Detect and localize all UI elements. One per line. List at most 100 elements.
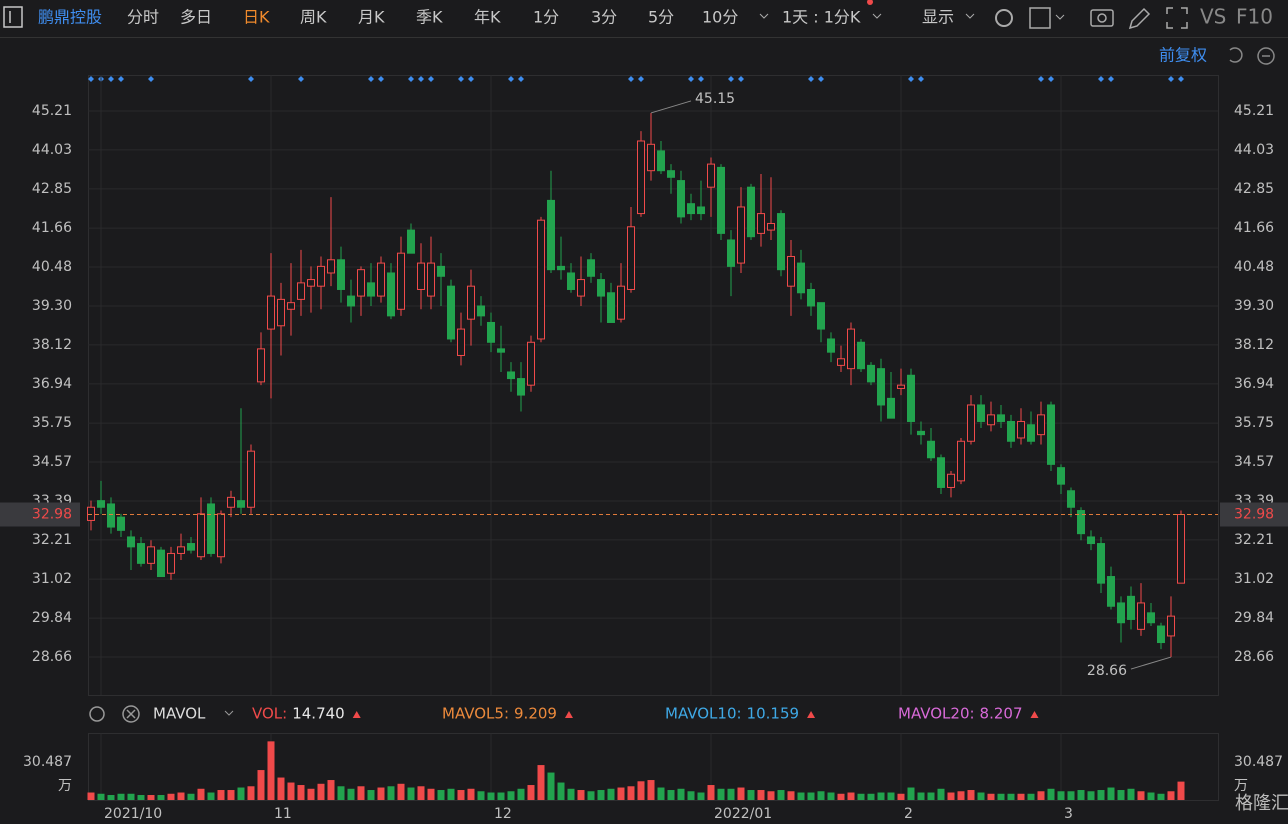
tab[interactable]: 3分 (591, 8, 617, 27)
volume-bar (317, 783, 325, 800)
tab[interactable]: 分时 (127, 8, 159, 27)
tab[interactable]: 10分 (702, 8, 738, 27)
candle-body (467, 285, 475, 320)
candle-body (157, 549, 165, 578)
reset-icon[interactable] (1229, 47, 1243, 63)
volume-bar (147, 795, 155, 800)
draw-icon[interactable] (1128, 7, 1151, 30)
candle-body (207, 503, 215, 554)
volume-bar (707, 785, 715, 800)
candle-body (707, 163, 715, 188)
tab[interactable]: 月K (358, 8, 385, 27)
price-tag-bg (0, 502, 80, 527)
candle-body (617, 285, 625, 320)
volume-bar (647, 780, 655, 800)
stock-name[interactable]: 鹏鼎控股 (38, 8, 102, 27)
y-tick-label: 41.66 (32, 220, 72, 236)
volume-unit: 万 (58, 778, 72, 794)
settings-icon[interactable] (89, 706, 105, 722)
volume-bar (1077, 790, 1085, 800)
candle-body (267, 295, 275, 330)
period[interactable]: 1天 : 1分K (782, 8, 861, 27)
candle-body (927, 440, 935, 459)
y-tick-label: 29.84 (32, 610, 72, 626)
settings-icon[interactable] (995, 9, 1013, 27)
candle-body (457, 328, 465, 356)
volume-bar (547, 772, 555, 800)
volume-unit-right: 万 (1234, 778, 1248, 794)
event-marker (818, 76, 824, 82)
vs[interactable]: VS (1200, 5, 1226, 29)
volume-bar (407, 787, 415, 800)
candle-body (977, 404, 985, 422)
menu-icon[interactable] (3, 6, 23, 28)
volume-bar (977, 792, 985, 800)
candle-body (637, 140, 645, 215)
volume-tick-label-right: 30.487 (1234, 754, 1283, 770)
candle-body (217, 513, 225, 558)
y-tick-label: 42.85 (32, 181, 72, 197)
tab[interactable]: 季K (416, 8, 443, 27)
legend-value: 10.159 (747, 705, 800, 723)
tab[interactable]: 1分 (533, 8, 559, 27)
adjust[interactable]: 前复权 (1159, 46, 1207, 65)
tab[interactable]: 日K (243, 8, 270, 27)
volume-bar (1127, 788, 1135, 800)
legend-name: MAVOL5: (442, 705, 509, 723)
candle-body (147, 546, 155, 564)
event-marker (1048, 76, 1054, 82)
candle-body (757, 213, 765, 234)
volume-bar (1067, 791, 1075, 800)
volume-bar (157, 795, 165, 800)
volume-bar (227, 790, 235, 800)
volume-bar (897, 793, 905, 800)
layout-icon[interactable] (1029, 7, 1051, 29)
y-tick-label-right: 41.66 (1234, 220, 1274, 236)
volume-bar (1137, 791, 1145, 800)
candle-body (727, 239, 735, 267)
candle-body (337, 259, 345, 290)
zoom-out-icon[interactable] (1257, 47, 1275, 65)
tab[interactable]: 5分 (648, 8, 674, 27)
indicator-name[interactable]: MAVOL (153, 705, 206, 723)
candle-body (847, 328, 855, 370)
candle-body (717, 166, 725, 234)
y-tick-label-right: 35.75 (1234, 415, 1274, 431)
volume-bar (747, 790, 755, 800)
candle-body (187, 543, 195, 551)
candle-body (357, 269, 365, 297)
fullscreen-icon[interactable] (1166, 7, 1188, 29)
candle-body (87, 506, 95, 521)
tab[interactable]: 周K (300, 8, 327, 27)
candle-body (127, 536, 135, 548)
candle-body (597, 279, 605, 297)
event-marker (738, 76, 744, 82)
tab[interactable]: 年K (474, 8, 501, 27)
y-tick-label-right: 44.03 (1234, 142, 1274, 158)
close-icon[interactable] (122, 705, 140, 723)
volume-bar (377, 787, 385, 800)
event-marker (108, 76, 114, 82)
tab[interactable]: 多日 (180, 8, 212, 27)
candle-body (447, 285, 455, 340)
display[interactable]: 显示 (922, 8, 954, 27)
event-marker (248, 76, 254, 82)
candle-body (517, 378, 525, 396)
volume-bar (597, 790, 605, 800)
candle-body (607, 292, 615, 323)
volume-bar (947, 792, 955, 800)
volume-bar (617, 787, 625, 800)
volume-bar (367, 790, 375, 800)
volume-legend: VOL: 14.740 MAVOL5: 9.209 MAVOL10: 10.159 MAVO… (252, 705, 1039, 723)
volume-tick-label: 30.487 (23, 754, 72, 770)
f10[interactable]: F10 (1236, 5, 1273, 29)
volume-bar (717, 788, 725, 800)
camera-icon[interactable] (1090, 9, 1114, 27)
candle-body (477, 305, 485, 317)
y-tick-label: 45.21 (32, 103, 72, 119)
volume-bar (127, 793, 135, 800)
y-tick-label-right: 38.12 (1234, 337, 1274, 353)
volume-bar (687, 791, 695, 800)
volume-bar (427, 788, 435, 800)
candle-body (307, 279, 315, 287)
